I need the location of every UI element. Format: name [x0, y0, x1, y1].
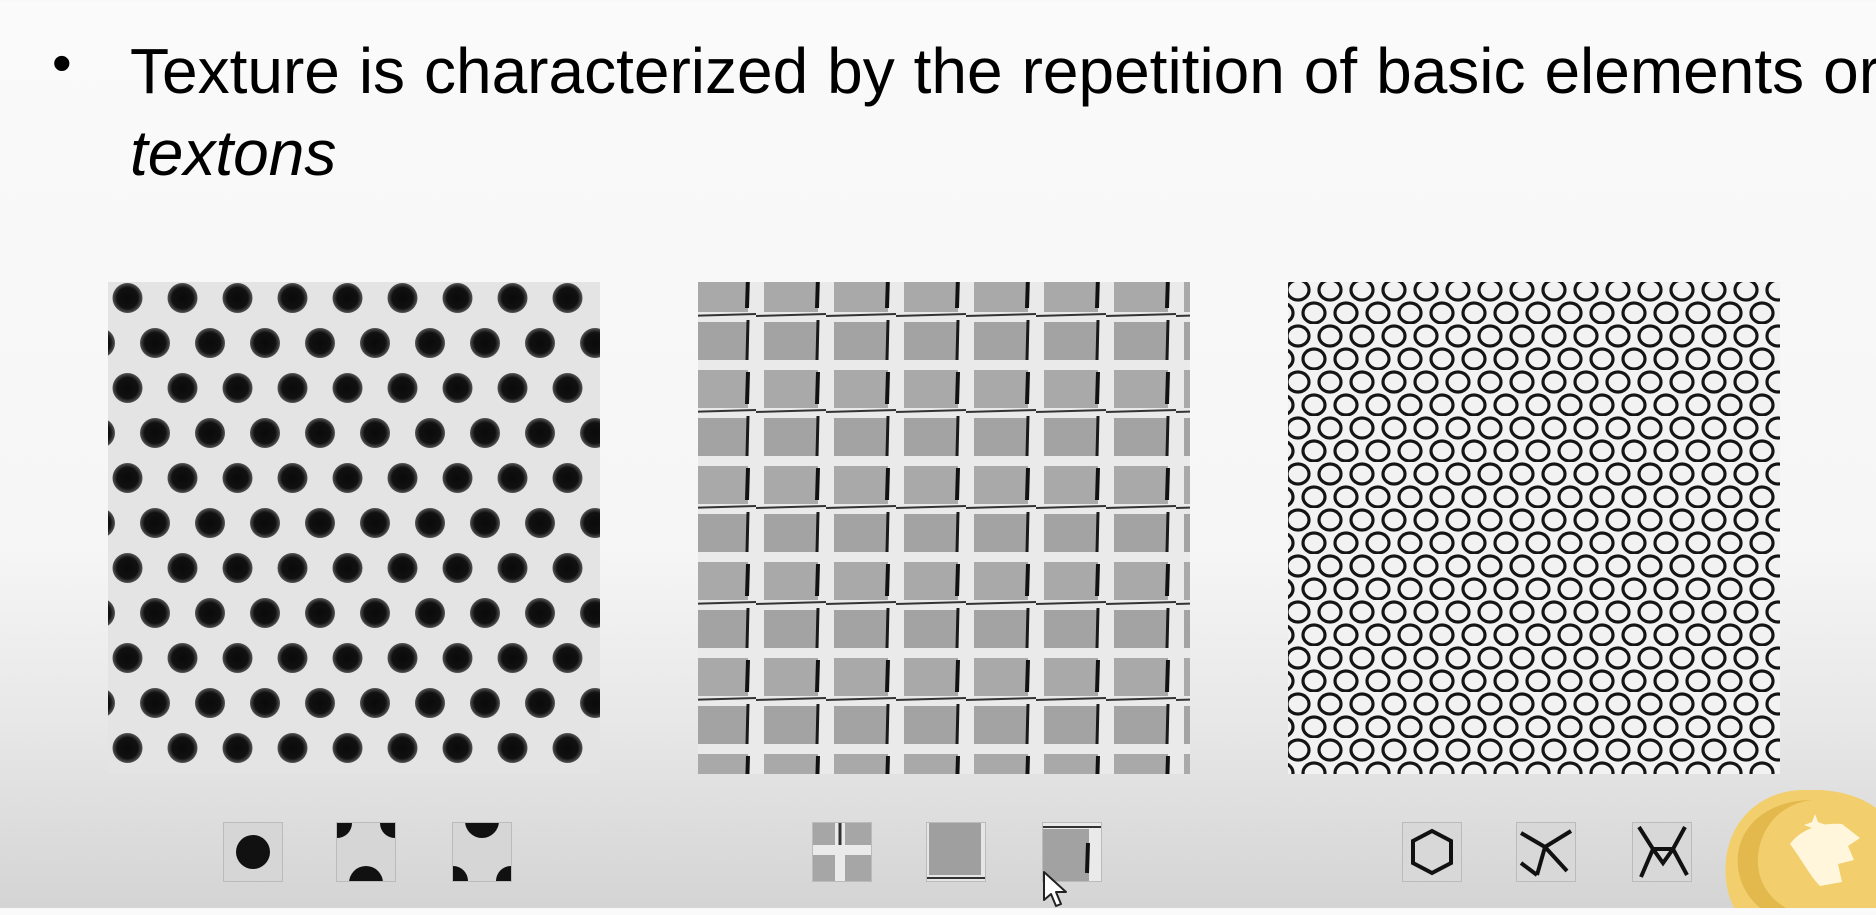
dots-texture-image [108, 282, 600, 774]
net-junction-texton [1632, 822, 1692, 882]
dot-texton [223, 822, 283, 882]
net-cell-texton [1402, 822, 1462, 882]
bullet-text: Texture is characterized by the repetiti… [130, 30, 1876, 194]
dots-corner-texton [336, 822, 396, 882]
mouse-cursor-icon [1042, 870, 1072, 910]
net-texture-image [1288, 282, 1780, 774]
bullet-text-plain: Texture is characterized by the repetiti… [130, 35, 1876, 107]
bullet-symbol: • [52, 31, 72, 94]
tile-block-texton [926, 822, 986, 882]
tile-slit-texton [1042, 822, 1102, 882]
tile-cross-texton [812, 822, 872, 882]
dots-edge-texton [452, 822, 512, 882]
bullet-text-emphasis: textons [130, 117, 337, 189]
tiles-texture-image [698, 282, 1190, 774]
university-logo [1720, 789, 1876, 908]
net-knot-texton [1516, 822, 1576, 882]
